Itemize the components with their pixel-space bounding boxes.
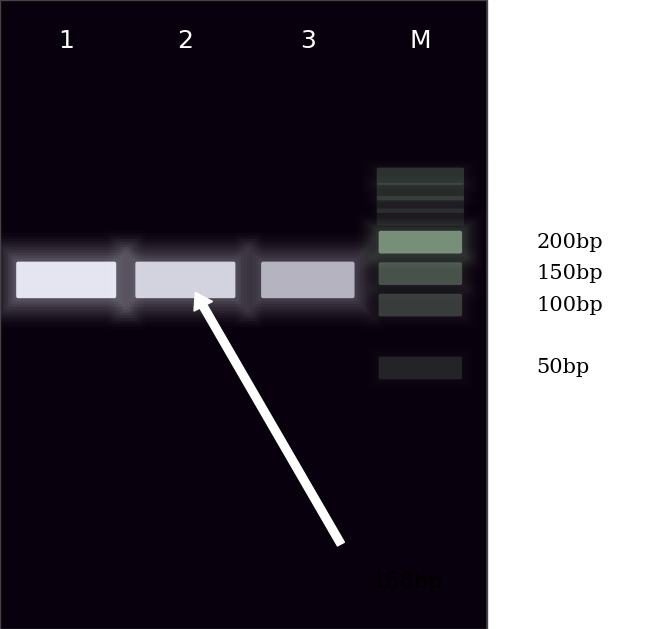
FancyBboxPatch shape: [377, 208, 464, 225]
FancyBboxPatch shape: [379, 262, 462, 285]
Bar: [487, 0, 662, 629]
FancyArrow shape: [489, 298, 530, 312]
FancyBboxPatch shape: [17, 262, 117, 298]
FancyBboxPatch shape: [135, 261, 236, 299]
FancyArrow shape: [489, 267, 530, 281]
FancyBboxPatch shape: [136, 262, 236, 298]
FancyBboxPatch shape: [379, 294, 462, 316]
Text: M: M: [410, 29, 431, 53]
Text: 200bp: 200bp: [536, 233, 603, 252]
Text: 100bp: 100bp: [536, 296, 603, 314]
Text: 158bp: 158bp: [371, 571, 443, 593]
FancyArrow shape: [489, 361, 530, 375]
FancyBboxPatch shape: [379, 231, 462, 253]
FancyBboxPatch shape: [132, 259, 238, 301]
Text: 3: 3: [300, 29, 316, 53]
Text: 2: 2: [177, 29, 193, 53]
FancyBboxPatch shape: [8, 253, 124, 307]
FancyBboxPatch shape: [261, 262, 355, 298]
Text: 1: 1: [58, 29, 74, 53]
Text: 150bp: 150bp: [536, 264, 603, 283]
Bar: [0, 0, 487, 629]
FancyArrow shape: [489, 235, 530, 249]
FancyBboxPatch shape: [379, 357, 462, 379]
FancyBboxPatch shape: [11, 255, 122, 304]
Text: 50bp: 50bp: [536, 359, 589, 377]
Bar: [0, 0, 487, 629]
FancyBboxPatch shape: [16, 261, 117, 299]
FancyBboxPatch shape: [377, 184, 464, 200]
FancyBboxPatch shape: [377, 196, 464, 213]
FancyBboxPatch shape: [377, 167, 464, 184]
FancyBboxPatch shape: [13, 259, 119, 301]
FancyBboxPatch shape: [130, 255, 241, 304]
FancyArrow shape: [194, 292, 344, 546]
